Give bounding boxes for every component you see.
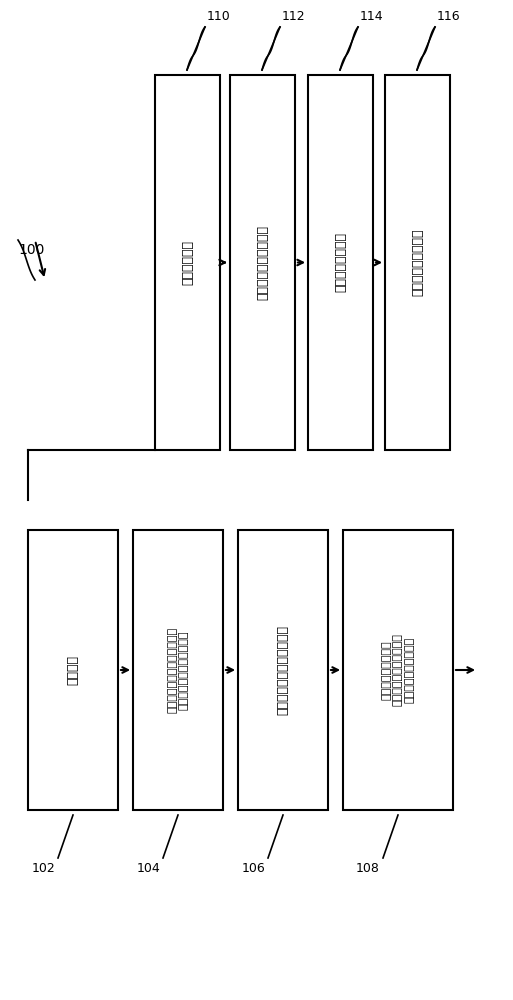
Text: 108: 108 (356, 862, 380, 875)
Text: 100: 100 (18, 243, 45, 257)
FancyBboxPatch shape (238, 530, 328, 810)
Text: 将图案转印至衬底: 将图案转印至衬底 (334, 232, 347, 292)
Text: 104: 104 (136, 862, 160, 875)
Text: 112: 112 (282, 10, 306, 23)
Text: 在衬底上方形成材料层，材料
层的蚀刻速率是辐射敏感的: 在衬底上方形成材料层，材料 层的蚀刻速率是辐射敏感的 (167, 627, 189, 713)
Text: 110: 110 (207, 10, 231, 23)
Text: 102: 102 (31, 862, 55, 875)
FancyBboxPatch shape (385, 75, 450, 450)
Text: 在材料层上方形成光刻胶层: 在材料层上方形成光刻胶层 (277, 625, 289, 715)
FancyBboxPatch shape (230, 75, 295, 450)
FancyBboxPatch shape (155, 75, 220, 450)
Text: 提供衬底: 提供衬底 (67, 655, 80, 685)
Text: 显影光刻胶层: 显影光刻胶层 (181, 240, 194, 285)
Text: 116: 116 (437, 10, 461, 23)
Text: 114: 114 (360, 10, 384, 23)
Text: 蚀刻材料层以形成图案: 蚀刻材料层以形成图案 (256, 225, 269, 300)
FancyBboxPatch shape (28, 530, 118, 810)
FancyBboxPatch shape (343, 530, 453, 810)
Text: 曝光光刻胶层，其中
材料层的一部分的蚀刻速
率响应于曝光光而改变: 曝光光刻胶层，其中 材料层的一部分的蚀刻速 率响应于曝光光而改变 (381, 634, 415, 706)
Text: 形成最终图案或器件: 形成最终图案或器件 (411, 229, 424, 296)
FancyBboxPatch shape (133, 530, 223, 810)
Text: 106: 106 (241, 862, 265, 875)
FancyBboxPatch shape (308, 75, 373, 450)
